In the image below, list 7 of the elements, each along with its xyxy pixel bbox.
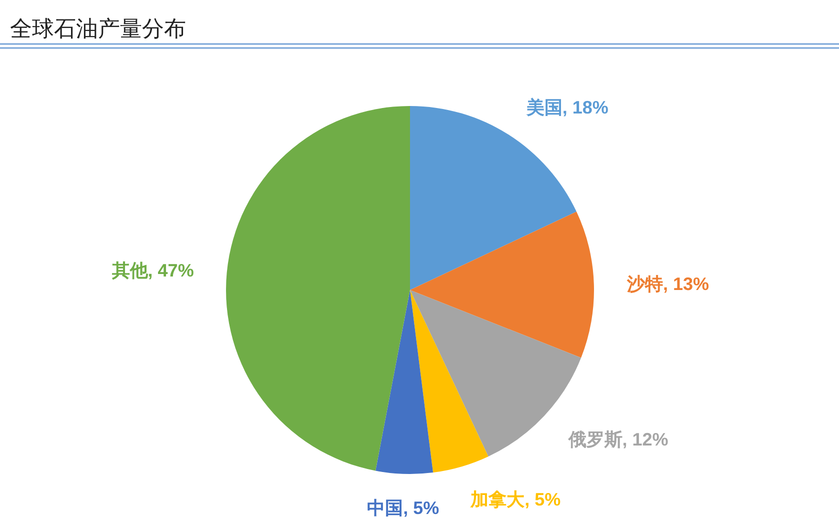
slice-label: 美国, 18% xyxy=(525,98,608,118)
slice-label: 沙特, 13% xyxy=(626,274,710,294)
slice-label: 俄罗斯, 12% xyxy=(567,430,668,450)
slice-label: 中国, 5% xyxy=(367,498,440,518)
slice-label: 其他, 47% xyxy=(110,260,194,281)
slice-label: 加拿大, 5% xyxy=(470,490,561,510)
chart-title: 全球石油产量分布 xyxy=(10,16,186,41)
